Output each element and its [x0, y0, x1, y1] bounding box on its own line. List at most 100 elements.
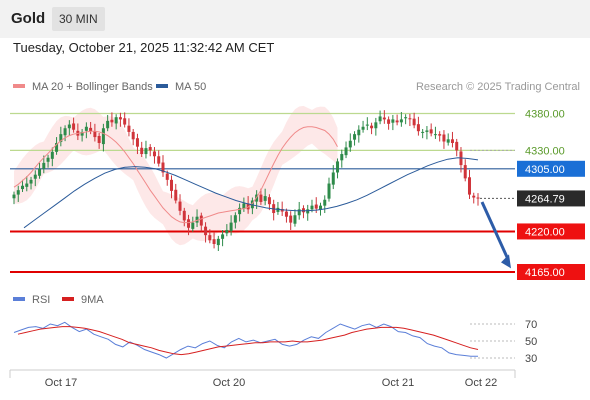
candle-body-9 [46, 157, 50, 162]
candle-body-39 [174, 189, 178, 201]
rsi-tick-1: 70 [525, 319, 537, 331]
candle-body-70 [306, 209, 310, 214]
forecast-arrow-line [480, 201, 510, 260]
candle-body-105 [455, 141, 459, 151]
candle-body-108 [467, 177, 471, 195]
candle-body-79 [344, 147, 348, 156]
x-tick-3: Oct 21 [382, 377, 414, 389]
candle-body-59 [259, 194, 263, 202]
candle-body-31 [140, 147, 144, 155]
candle-body-95 [412, 118, 416, 126]
candle-body-73 [318, 205, 322, 210]
candle-body-50 [221, 234, 225, 239]
candle-body-52 [229, 222, 233, 232]
candle-body-36 [161, 162, 165, 173]
rsi-legend-swatch-1 [13, 297, 25, 301]
candle-body-65 [284, 211, 288, 217]
candle-body-42 [187, 219, 191, 228]
candle-body-54 [238, 207, 242, 215]
candle-body-29 [131, 131, 135, 140]
candle-body-88 [382, 117, 386, 120]
candle-body-4 [25, 183, 29, 187]
candle-body-7 [38, 168, 42, 176]
forecast-arrow-head [501, 254, 511, 269]
candle-body-18 [84, 126, 88, 131]
candle-body-87 [378, 116, 382, 122]
level-tag-3 [517, 160, 585, 177]
ma50-line [23, 157, 479, 229]
rsi-tick-2: 50 [525, 336, 537, 348]
candle-body-84 [365, 124, 369, 126]
candle-body-66 [289, 215, 293, 223]
level-label-2: 4330.00 [525, 145, 565, 157]
candle-body-5 [29, 179, 33, 184]
candle-body-40 [178, 201, 182, 211]
candle-body-17 [80, 131, 84, 136]
candle-body-67 [293, 215, 297, 224]
candle-body-46 [204, 226, 208, 236]
candle-body-90 [391, 119, 395, 123]
candle-body-35 [157, 156, 161, 164]
candle-body-89 [387, 119, 391, 124]
candle-body-103 [446, 139, 450, 143]
instrument-title: Gold [11, 10, 46, 27]
candle-body-49 [216, 238, 220, 246]
candle-body-34 [152, 151, 156, 157]
candle-body-48 [212, 239, 216, 244]
candle-body-21 [97, 135, 101, 143]
candle-body-6 [33, 174, 37, 179]
credit-text: Research © 2025 Trading Central [416, 81, 580, 93]
candle-body-99 [429, 129, 433, 134]
candle-body-47 [208, 235, 212, 241]
candle-body-33 [148, 147, 152, 151]
candle-body-55 [242, 203, 246, 209]
x-tick-2: Oct 20 [213, 377, 245, 389]
candle-body-92 [399, 119, 403, 123]
x-tick-1: Oct 17 [45, 377, 77, 389]
candle-body-51 [225, 229, 229, 234]
rsi-line [13, 321, 478, 359]
legend-label-2: MA 50 [175, 81, 206, 93]
candle-body-93 [404, 117, 408, 119]
timeframe-button[interactable]: 30 MIN [52, 7, 105, 31]
candle-body-60 [263, 196, 267, 201]
candle-body-86 [374, 122, 378, 129]
candle-body-14 [67, 124, 71, 129]
candle-body-12 [59, 134, 63, 142]
candle-body-94 [408, 118, 412, 120]
level-tag-5 [517, 264, 585, 280]
candle-body-26 [118, 117, 122, 120]
level-tag-4 [517, 223, 585, 240]
candle-body-15 [72, 123, 76, 130]
datetime-label: Tuesday, October 21, 2025 11:32:42 AM CE… [13, 40, 275, 55]
candle-body-24 [110, 119, 114, 123]
candle-body-61 [267, 197, 271, 205]
candle-body-69 [301, 208, 305, 213]
candle-body-28 [127, 125, 131, 132]
candle-body-109 [472, 195, 476, 198]
candle-body-110 [476, 197, 480, 199]
candle-body-38 [170, 179, 174, 191]
candle-body-68 [297, 209, 301, 216]
candle-body-72 [314, 204, 318, 209]
candle-body-78 [340, 154, 344, 161]
candle-body-27 [123, 118, 127, 125]
candle-body-82 [357, 129, 361, 136]
last-price-label: 4264.79 [525, 193, 565, 205]
level-label-1: 4380.00 [525, 109, 565, 121]
candle-body-75 [327, 183, 331, 199]
rsi-legend-label-2: 9MA [81, 294, 104, 306]
candle-body-83 [361, 126, 365, 130]
candle-body-101 [438, 134, 442, 136]
legend-swatch-2 [156, 84, 168, 88]
candle-body-8 [42, 162, 46, 169]
level-label-4: 4220.00 [525, 226, 565, 238]
candle-body-74 [323, 199, 327, 206]
candle-body-81 [353, 134, 357, 140]
candle-body-100 [433, 134, 437, 136]
rsi-legend-label-1: RSI [32, 294, 50, 306]
last-price-tag [517, 190, 585, 207]
candle-body-1 [12, 194, 16, 199]
rsi-legend-swatch-2 [62, 297, 74, 301]
